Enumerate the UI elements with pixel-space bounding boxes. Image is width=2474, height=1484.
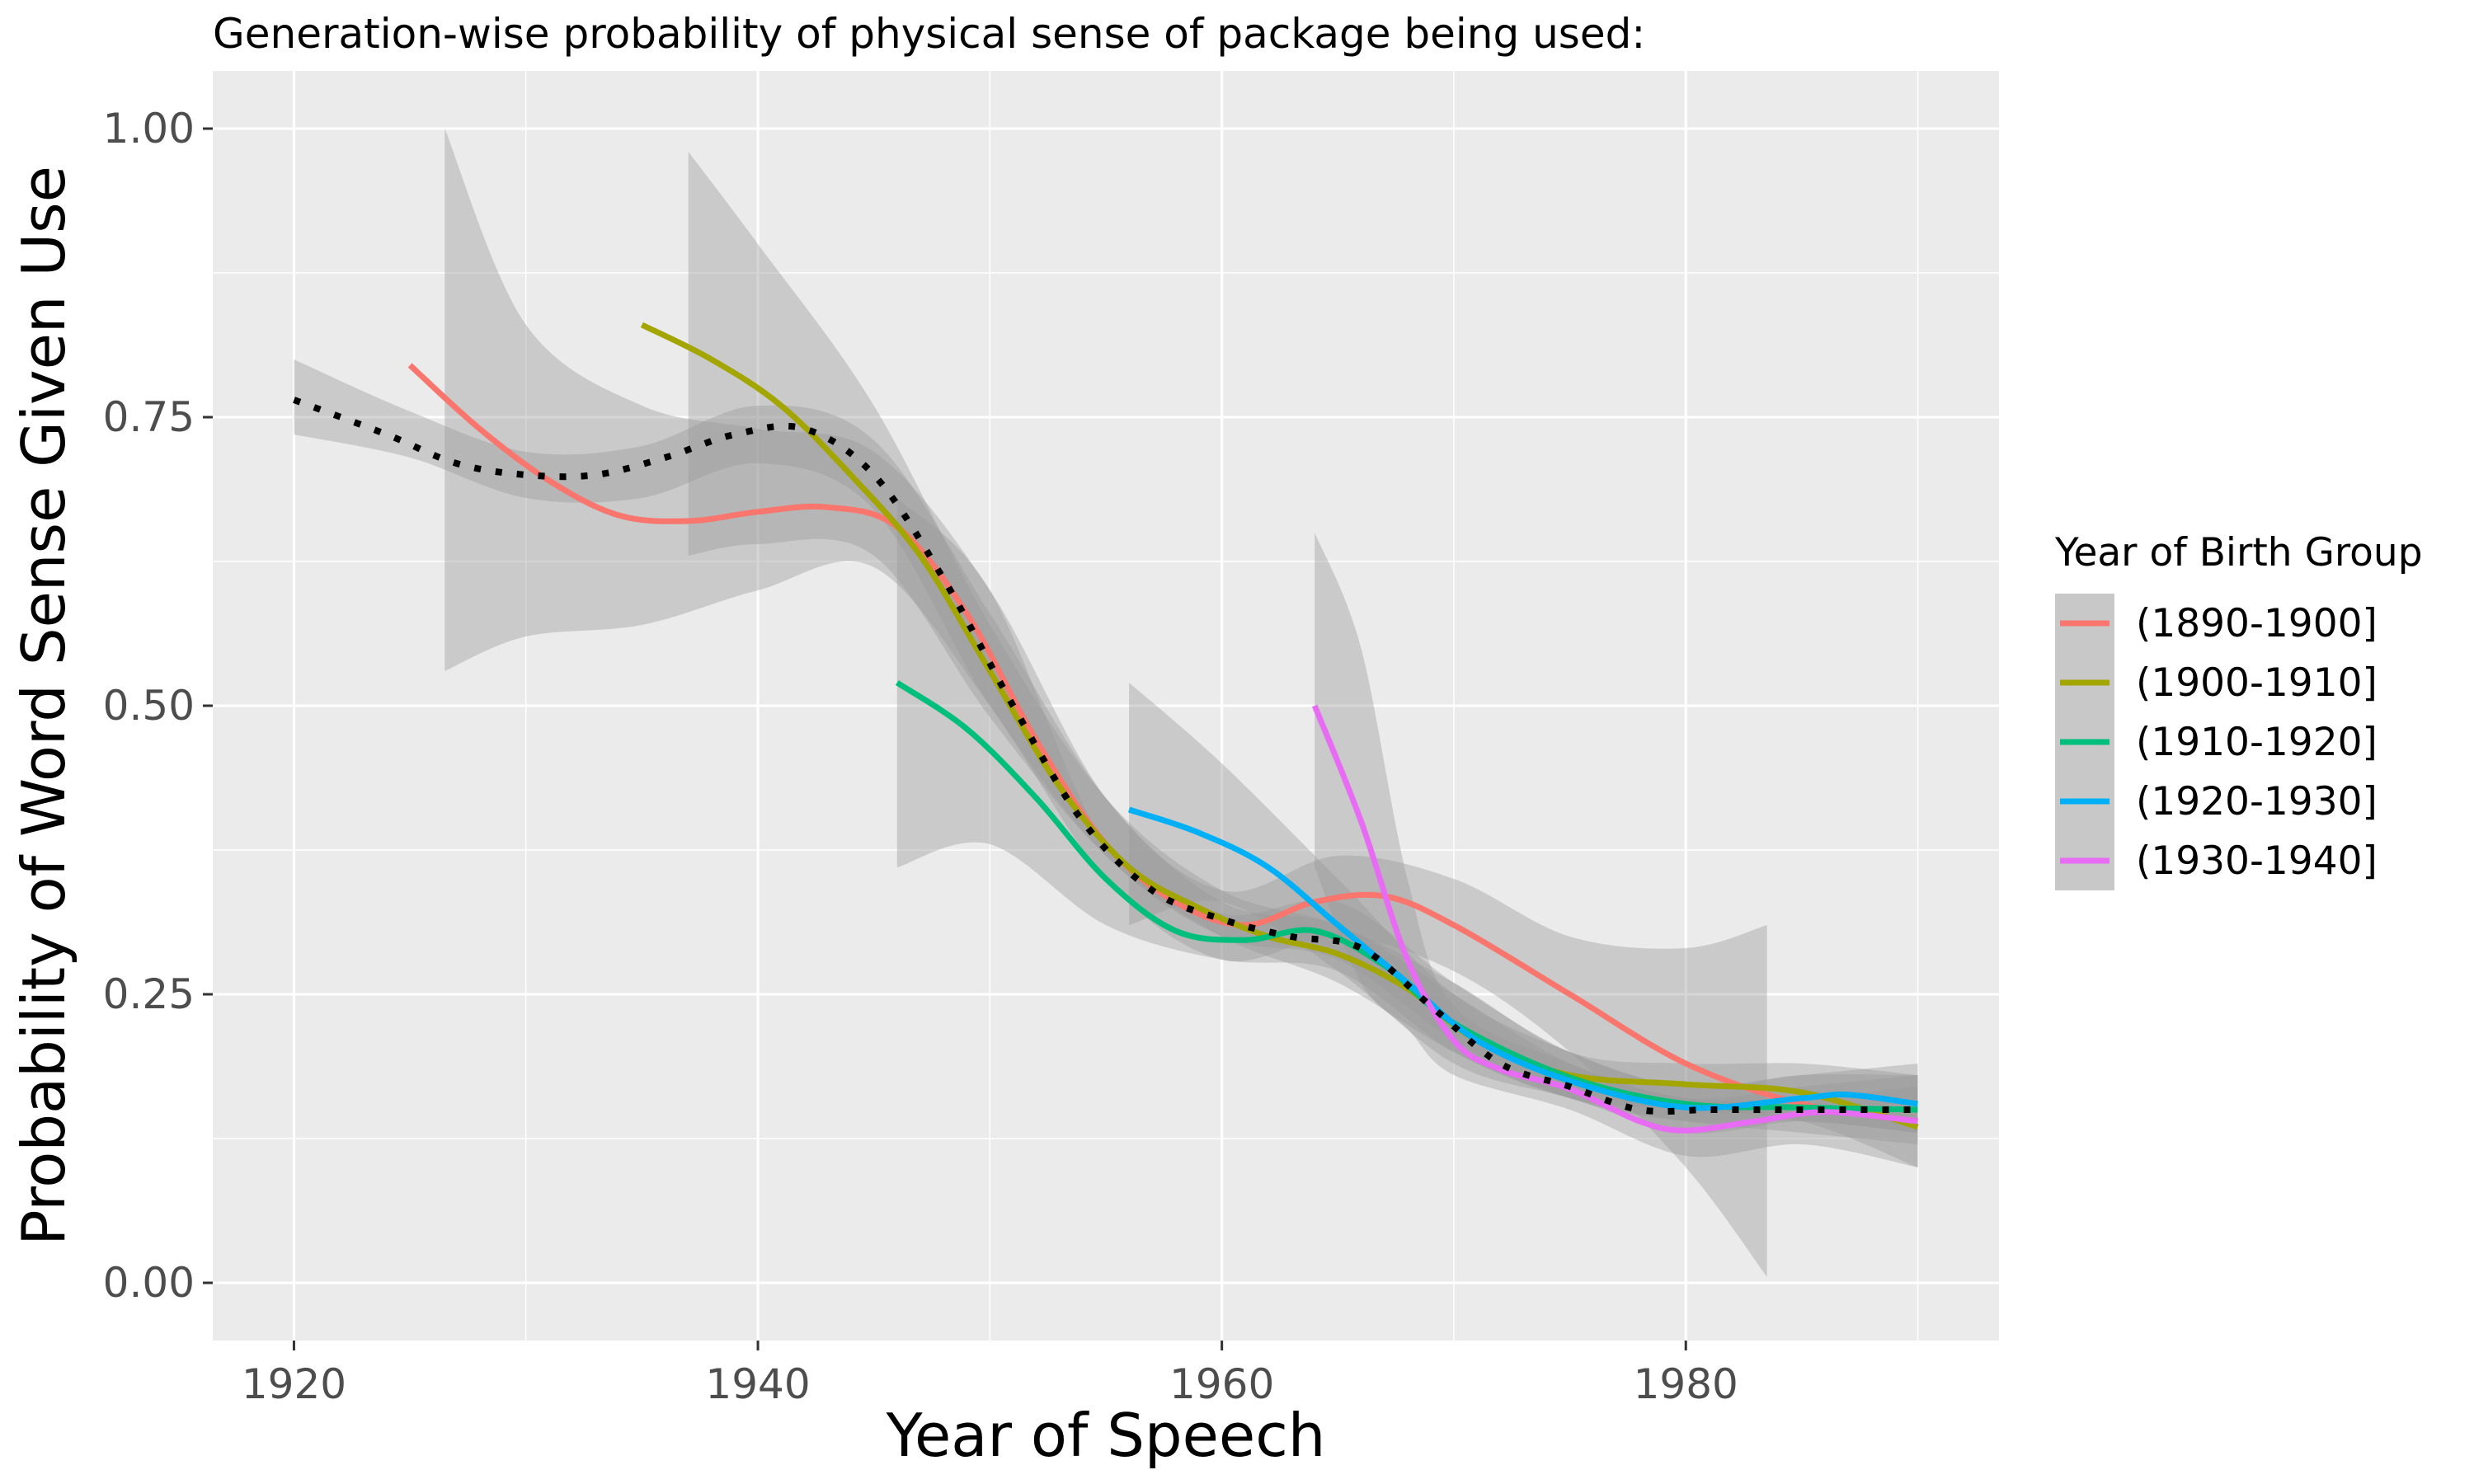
band-overall bbox=[294, 359, 1918, 1133]
legend-label: (1890-1900] bbox=[2136, 601, 2378, 646]
legend-title: Year of Birth Group bbox=[2054, 530, 2423, 575]
y-tick-label: 0.25 bbox=[103, 970, 195, 1018]
legend: Year of Birth Group (1890-1900] (1900-191… bbox=[2054, 530, 2423, 890]
band-(1910-1920] bbox=[896, 498, 1918, 1144]
x-tick-label: 1960 bbox=[1169, 1360, 1274, 1408]
grid-major bbox=[213, 71, 1999, 1341]
series-line bbox=[640, 322, 1919, 1130]
series-line bbox=[1127, 806, 1918, 1111]
chart-title: Generation-wise probability of physical … bbox=[213, 10, 1645, 58]
y-tick-label: 0.00 bbox=[103, 1259, 195, 1307]
y-axis-label: Probability of Word Sense Given Use bbox=[9, 166, 78, 1246]
legend-label: (1930-1940] bbox=[2136, 838, 2378, 884]
x-tick-label: 1920 bbox=[242, 1360, 346, 1408]
x-tick-label: 1980 bbox=[1634, 1360, 1738, 1408]
x-axis-label: Year of Speech bbox=[886, 1401, 1326, 1470]
legend-label: (1920-1930] bbox=[2136, 779, 2378, 824]
series-line bbox=[895, 680, 1918, 1113]
y-axis: 0.00 0.25 0.50 0.75 1.00 bbox=[103, 105, 213, 1307]
y-tick-label: 1.00 bbox=[103, 105, 195, 153]
confidence-bands bbox=[294, 129, 1918, 1277]
x-tick-label: 1940 bbox=[705, 1360, 810, 1408]
legend-label: (1900-1910] bbox=[2136, 660, 2378, 706]
legend-label: (1910-1920] bbox=[2136, 720, 2378, 765]
band-(1930-1940] bbox=[1315, 533, 1918, 1167]
y-tick-label: 0.75 bbox=[103, 393, 195, 441]
y-tick-label: 0.50 bbox=[103, 682, 195, 730]
band-(1920-1930] bbox=[1129, 683, 1918, 1134]
x-axis: 1920 1940 1960 1980 bbox=[242, 1341, 1738, 1408]
band-(1900-1910] bbox=[688, 152, 1918, 1167]
